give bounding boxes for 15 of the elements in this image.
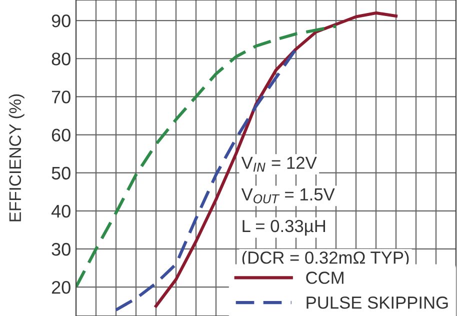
annotation: (DCR = 0.32mΩ TYP) <box>242 251 409 268</box>
y-tick-label: 20 <box>52 281 70 294</box>
annotation: V$_{IN}$ = 12V <box>241 156 317 172</box>
y-axis-title: EFFICIENCY (%) <box>8 94 24 222</box>
annotation: V$_{OUT}$ = 1.5V <box>241 188 335 204</box>
y-tick-label: 70 <box>52 90 70 104</box>
y-tick-label: 90 <box>52 14 70 28</box>
y-tick-label: 40 <box>51 204 70 218</box>
y-tick-label: 80 <box>52 52 70 66</box>
legend-label: CCM <box>306 272 344 284</box>
annotation: L = 0.33µH <box>242 220 326 236</box>
y-tick-label: 60 <box>52 128 70 142</box>
legend-label: PULSE SKIPPING <box>306 296 448 309</box>
y-tick-label: 30 <box>52 242 70 256</box>
y-tick-label: 50 <box>52 166 70 180</box>
